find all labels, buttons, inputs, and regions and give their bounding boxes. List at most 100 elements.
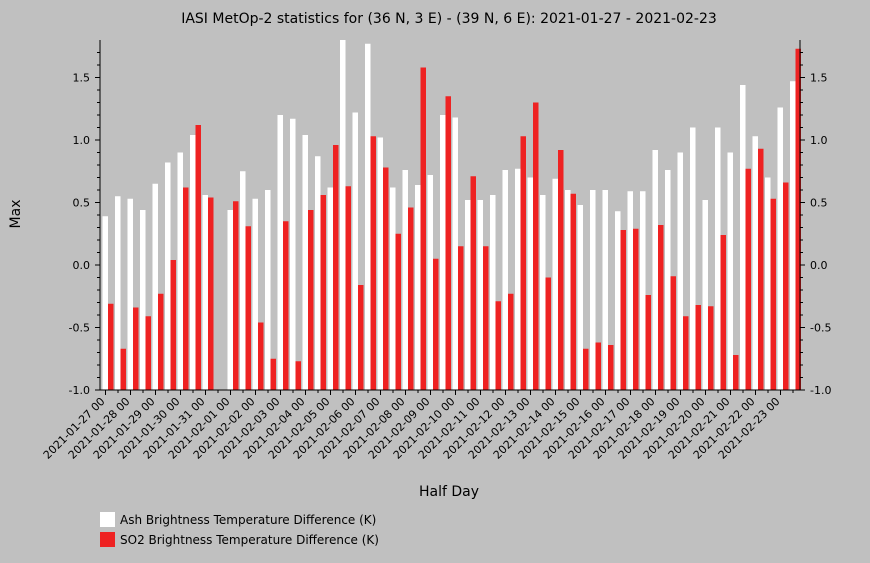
so2-bar [733, 355, 739, 390]
ash-bar [477, 200, 483, 390]
ash-bar [715, 127, 721, 390]
so2-bar [108, 303, 114, 390]
so2-bar [558, 150, 564, 390]
ash-bar [727, 152, 733, 390]
so2-bar [433, 258, 439, 390]
legend-swatch-ash [100, 512, 115, 527]
so2-bar [333, 145, 339, 390]
so2-bar [370, 136, 376, 390]
ash-bar [640, 191, 646, 390]
y-ticks-group: -1.0 -1.0 -0.5 -0.5 0.0 0.0 0.5 0.5 1.0 1.0 1.5 1.5 [69, 52, 831, 397]
ash-bar [740, 85, 746, 390]
ash-bar [427, 175, 433, 390]
so2-bar [570, 193, 576, 390]
ash-bar [340, 40, 346, 390]
ash-bar [352, 112, 358, 390]
so2-bar [358, 285, 364, 390]
y-tick-label-left: 1.0 [73, 134, 91, 147]
ash-bar [590, 190, 596, 390]
ash-bar [502, 170, 508, 390]
ash-bar [677, 152, 683, 390]
ash-bar [365, 43, 371, 390]
ash-bar [452, 117, 458, 390]
ash-bar [252, 198, 258, 390]
so2-bar [520, 136, 526, 390]
so2-bar [320, 195, 326, 390]
legend-label-so2: SO2 Brightness Temperature Difference (K… [120, 533, 379, 547]
so2-bar [720, 235, 726, 390]
so2-bar [283, 221, 289, 390]
so2-bar [795, 48, 801, 390]
y-tick-label-left: -0.5 [69, 322, 90, 335]
ash-bar [402, 170, 408, 390]
so2-bar [670, 276, 676, 390]
ash-bar [390, 187, 396, 390]
ash-bar [440, 115, 446, 390]
so2-bar [470, 176, 476, 390]
ash-bar [465, 200, 471, 390]
ash-bar [765, 177, 771, 390]
y-tick-label-left: 0.5 [73, 197, 91, 210]
ash-bar [165, 162, 171, 390]
ash-bar [377, 137, 383, 390]
so2-bar [458, 246, 464, 390]
so2-bar [233, 201, 239, 390]
ash-bar [202, 195, 208, 390]
ash-bar [790, 81, 796, 390]
ash-bar [490, 195, 496, 390]
y-tick-label-left: -1.0 [69, 384, 90, 397]
ash-bar [577, 205, 583, 390]
so2-bar [308, 210, 314, 390]
y-tick-label-left: 1.5 [73, 72, 91, 85]
ash-bar [540, 195, 546, 390]
y-tick-label-right: 1.0 [810, 134, 828, 147]
so2-bar [170, 260, 176, 390]
y-axis-label: Max [8, 200, 24, 229]
so2-bar [345, 186, 351, 390]
legend: Ash Brightness Temperature Difference (K… [100, 512, 379, 547]
so2-bar [608, 345, 614, 390]
so2-bar [120, 348, 126, 390]
legend-label-ash: Ash Brightness Temperature Difference (K… [120, 513, 376, 527]
y-tick-label-left: 0.0 [73, 259, 91, 272]
ash-bar [752, 136, 758, 390]
so2-bar [683, 316, 689, 390]
so2-bar [420, 67, 426, 390]
ash-bar [127, 198, 133, 390]
y-tick-label-right: 0.5 [810, 197, 828, 210]
ash-bar [665, 170, 671, 390]
so2-bar [183, 187, 189, 390]
ash-bar [602, 190, 608, 390]
ash-bar [265, 190, 271, 390]
so2-bar [258, 322, 264, 390]
so2-bar [545, 277, 551, 390]
bars-group [102, 40, 801, 390]
so2-bar [208, 197, 214, 390]
so2-bar [533, 102, 539, 390]
ash-bar [527, 177, 533, 390]
so2-bar [133, 307, 139, 390]
ash-bar [315, 156, 321, 390]
so2-bar [708, 306, 714, 390]
ash-bar [327, 187, 333, 390]
ash-bar [140, 210, 146, 390]
y-tick-label-right: -1.0 [810, 384, 831, 397]
ash-bar [277, 115, 283, 390]
so2-bar [245, 226, 251, 390]
so2-bar [508, 293, 514, 390]
so2-bar [270, 358, 276, 390]
so2-bar [495, 301, 501, 390]
so2-bar [758, 148, 764, 390]
y-tick-label-right: 1.5 [810, 72, 828, 85]
so2-bar [408, 207, 414, 390]
so2-bar [620, 230, 626, 390]
so2-bar [695, 305, 701, 390]
ash-bar [690, 127, 696, 390]
ash-bar [290, 118, 296, 390]
ash-bar [652, 150, 658, 390]
ash-bar [302, 135, 308, 390]
so2-bar [783, 182, 789, 390]
so2-bar [483, 246, 489, 390]
